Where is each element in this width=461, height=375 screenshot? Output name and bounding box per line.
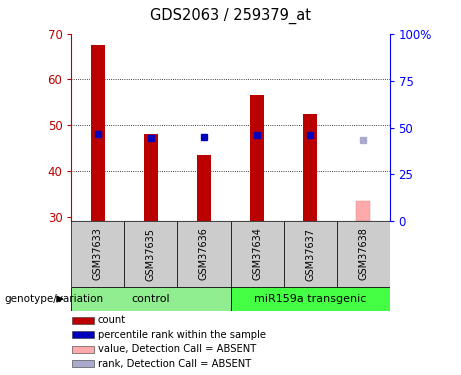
Bar bbox=[196, 155, 212, 221]
Text: control: control bbox=[132, 294, 170, 304]
Text: percentile rank within the sample: percentile rank within the sample bbox=[98, 330, 266, 340]
Bar bbox=[90, 45, 106, 221]
Text: miR159a transgenic: miR159a transgenic bbox=[254, 294, 366, 304]
Text: GSM37634: GSM37634 bbox=[252, 228, 262, 280]
Text: rank, Detection Call = ABSENT: rank, Detection Call = ABSENT bbox=[98, 359, 251, 369]
Bar bbox=[72, 332, 94, 338]
Bar bbox=[72, 360, 94, 368]
Bar bbox=[124, 221, 177, 287]
Text: GSM37636: GSM37636 bbox=[199, 228, 209, 280]
Bar bbox=[230, 287, 390, 311]
Text: GSM37638: GSM37638 bbox=[358, 228, 368, 280]
Bar bbox=[71, 287, 230, 311]
Text: GDS2063 / 259379_at: GDS2063 / 259379_at bbox=[150, 8, 311, 24]
Bar bbox=[72, 317, 94, 324]
Bar bbox=[302, 114, 318, 221]
Bar bbox=[356, 201, 370, 221]
Text: GSM37635: GSM37635 bbox=[146, 228, 156, 280]
Text: genotype/variation: genotype/variation bbox=[5, 294, 104, 304]
Bar bbox=[337, 221, 390, 287]
Bar bbox=[143, 134, 159, 221]
Bar bbox=[177, 221, 230, 287]
Bar bbox=[249, 96, 265, 221]
Text: GSM37637: GSM37637 bbox=[305, 228, 315, 280]
Bar bbox=[230, 221, 284, 287]
Text: value, Detection Call = ABSENT: value, Detection Call = ABSENT bbox=[98, 345, 256, 354]
Text: count: count bbox=[98, 315, 126, 326]
Bar bbox=[71, 221, 124, 287]
Bar bbox=[72, 346, 94, 353]
Text: GSM37633: GSM37633 bbox=[93, 228, 103, 280]
Bar bbox=[284, 221, 337, 287]
